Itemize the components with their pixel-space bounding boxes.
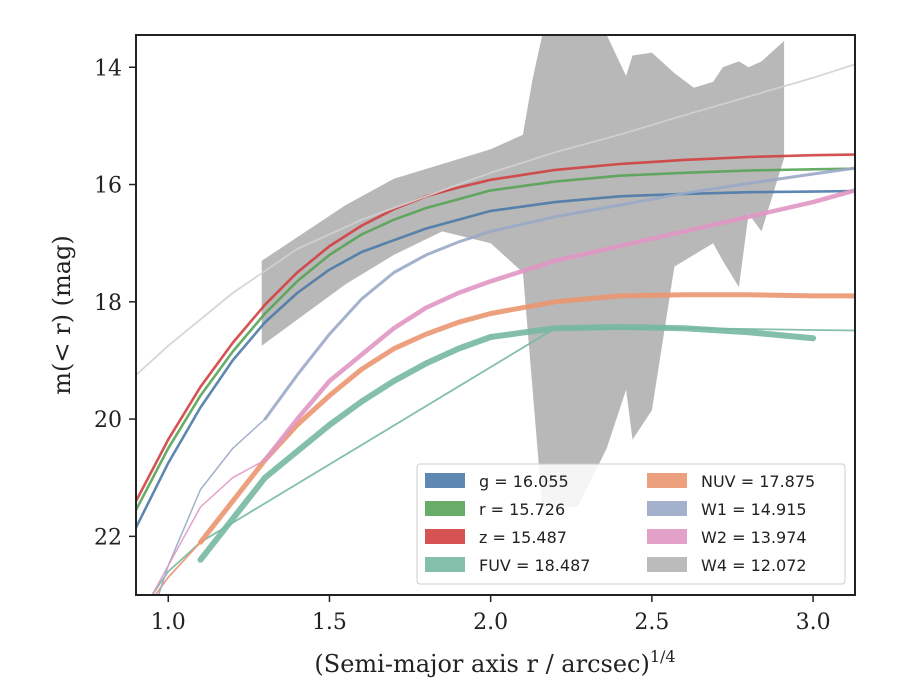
x-tick-label: 1.5: [312, 610, 347, 635]
legend-swatch: [425, 529, 465, 544]
legend-label: r = 15.726: [479, 500, 565, 519]
series-line-w1: [263, 166, 855, 421]
y-axis-label: m(< r) (mag): [48, 235, 76, 394]
x-axis-label-superscript: 1/4: [650, 647, 676, 666]
series-layer: [136, 63, 855, 595]
x-axis: 1.0 1.5 2.0 2.5 3.0: [151, 595, 831, 635]
legend-frame: [416, 463, 846, 585]
y-axis: 14 16 18 20 22: [94, 56, 136, 550]
legend-label: g = 16.055: [479, 472, 569, 491]
legend-swatch: [425, 501, 465, 516]
legend-swatch: [647, 473, 687, 488]
plot-area: [136, 35, 855, 595]
series-line-w2-extension: [151, 459, 266, 595]
legend-label: NUV = 17.875: [701, 472, 815, 491]
y-tick-label: 22: [94, 525, 122, 550]
legend-swatch: [647, 501, 687, 516]
y-tick-label: 18: [94, 291, 122, 316]
legend-label: z = 15.487: [479, 528, 567, 547]
legend-swatch: [647, 557, 687, 572]
legend-label: W1 = 14.915: [701, 500, 807, 519]
legend-label: FUV = 18.487: [479, 556, 590, 575]
legend: g = 16.055 r = 15.726 z = 15.487 FUV = 18.4…: [416, 463, 846, 585]
series-line-fuv-extension: [151, 327, 855, 595]
legend-label: W4 = 12.072: [701, 556, 807, 575]
x-tick-label: 3.0: [796, 610, 831, 635]
x-axis-label-text: (Semi-major axis r / arcsec): [314, 650, 649, 678]
series-line-w1-extension: [157, 418, 266, 595]
series-line-w4: [136, 63, 855, 377]
x-axis-label: (Semi-major axis r / arcsec)1/4: [314, 647, 675, 678]
legend-swatch: [647, 529, 687, 544]
x-tick-label: 2.0: [473, 610, 508, 635]
series-line-r: [136, 167, 855, 512]
x-tick-label: 2.5: [634, 610, 669, 635]
series-line-w2: [262, 188, 855, 463]
y-tick-label: 14: [94, 56, 122, 81]
legend-swatch: [425, 557, 465, 572]
legend-swatch: [425, 473, 465, 488]
x-tick-label: 1.0: [151, 610, 186, 635]
series-line-g: [136, 189, 855, 529]
y-tick-label: 20: [94, 408, 122, 433]
legend-label: W2 = 13.974: [701, 528, 807, 547]
y-tick-label: 16: [94, 174, 122, 199]
axes-frame: [135, 34, 856, 596]
